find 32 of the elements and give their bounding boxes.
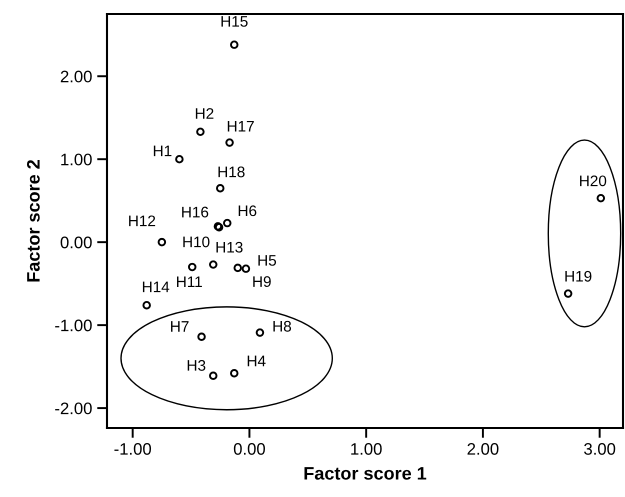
- annotation: H15: [221, 16, 248, 27]
- annotation: H19: [565, 270, 592, 282]
- annotation: H14: [142, 282, 170, 292]
- annotation: H6: [238, 205, 256, 216]
- annotation: H2: [196, 108, 214, 119]
- x-tick-label: 1.00: [351, 443, 382, 455]
- annotation: H8: [273, 320, 292, 332]
- x-tick-label: 3.00: [584, 443, 616, 455]
- annotation: H7: [171, 321, 189, 332]
- y-tick-label: 0.00: [60, 236, 92, 248]
- annotation: H12: [129, 215, 156, 226]
- annotation: H9: [253, 276, 271, 287]
- annotation: H20: [580, 175, 606, 186]
- annotation: H13: [216, 242, 243, 253]
- y-tick-label: -2.00: [55, 402, 92, 414]
- y-tick-label: -1.00: [55, 320, 92, 332]
- annotation: H11: [177, 276, 202, 287]
- x-tick-label: 0.00: [234, 443, 265, 455]
- y-axis-title: Factor score 2: [26, 160, 40, 282]
- x-tick-label: 2.00: [468, 443, 498, 455]
- y-tick-label: 1.00: [61, 154, 92, 166]
- annotation: H10: [183, 236, 210, 248]
- annotation: H16: [182, 206, 208, 218]
- x-tick-label: -1.00: [114, 443, 152, 455]
- y-tick-label: 2.00: [60, 70, 92, 82]
- annotation: H3: [188, 360, 206, 371]
- annotation: H17: [228, 121, 254, 132]
- annotation: H18: [218, 166, 245, 178]
- x-axis-title: Factor score 1: [304, 467, 426, 480]
- annotation: H1: [154, 146, 172, 156]
- annotation: H4: [248, 356, 266, 366]
- annotation: H5: [258, 255, 276, 266]
